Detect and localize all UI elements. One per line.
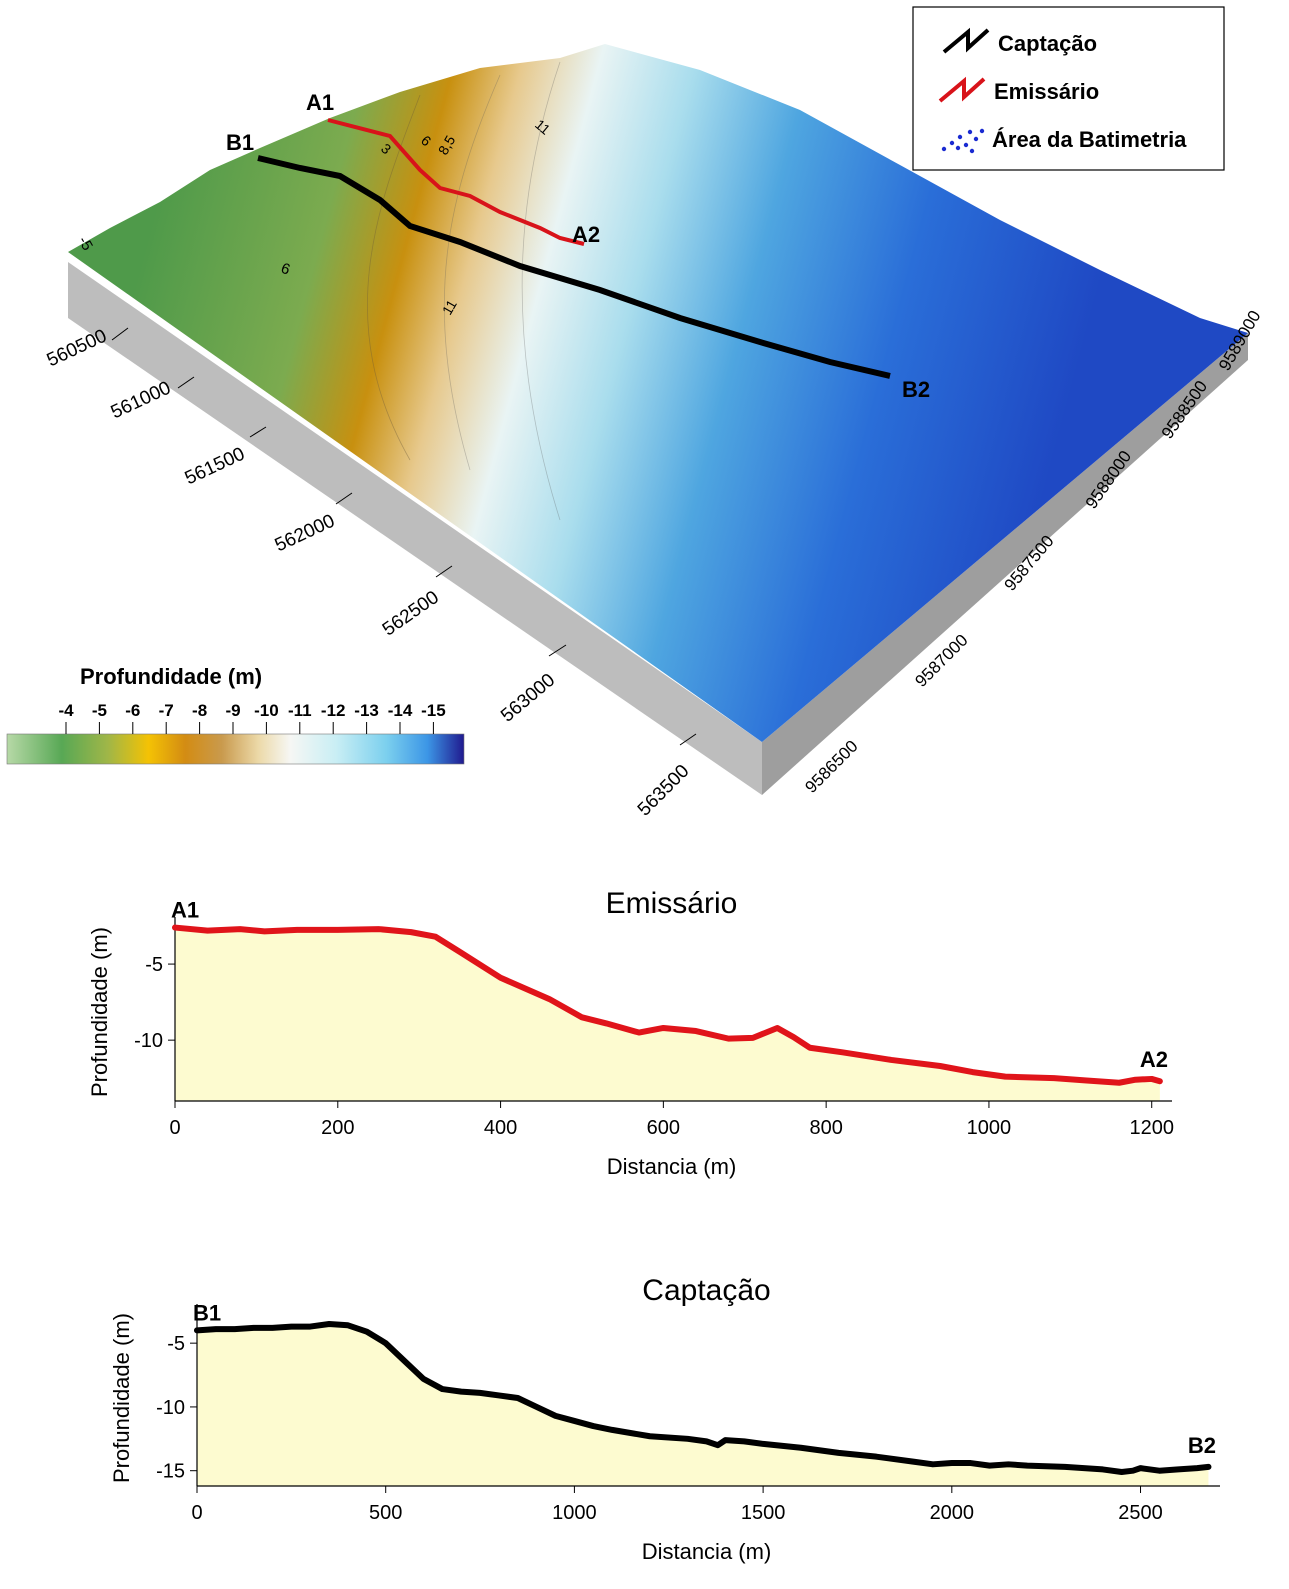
easting-tick: 562500 <box>379 587 443 641</box>
x-tick-label: 400 <box>484 1117 517 1139</box>
profile-line <box>172 924 1163 1086</box>
profile-end-label: B2 <box>1188 1433 1216 1458</box>
emissario-profile-chart: 0 200 400 600 800 1000 1200 -5 -10 Emissário Dista… <box>87 887 1174 1179</box>
captacao-line <box>257 155 891 379</box>
legend-label-bathymetry: Área da Batimetria <box>992 127 1187 152</box>
point-label-b2: B2 <box>902 377 930 402</box>
legend-label-emissario: Emissário <box>994 79 1099 104</box>
colorbar-tick-label: -4 <box>58 701 74 720</box>
x-tick-label: 200 <box>321 1117 354 1139</box>
x-tick-label: 1000 <box>967 1117 1012 1139</box>
x-tick-label: 0 <box>191 1502 202 1524</box>
colorbar-tick-label: -5 <box>92 701 107 720</box>
colorbar-tick-label: -10 <box>254 701 279 720</box>
bathymetry-3d-block: A1 B1 A2 B2 -5 6 3 6 8,5 11 11 <box>68 44 1248 795</box>
easting-tick: 563500 <box>634 761 694 821</box>
contour-label: 11 <box>439 297 460 318</box>
easting-tick: 563000 <box>497 670 559 727</box>
x-tick-label: 1500 <box>741 1502 786 1524</box>
profile-end-label: A2 <box>1140 1047 1168 1072</box>
profile-start-label: B1 <box>193 1300 221 1325</box>
x-axis-title: Distancia (m) <box>642 1539 772 1564</box>
y-axis-title: Profundidade (m) <box>87 927 112 1097</box>
y-tick-label: -5 <box>167 1333 185 1355</box>
profile-fill-area <box>197 1324 1209 1486</box>
y-tick-label: -5 <box>145 954 163 976</box>
x-tick-label: 1200 <box>1129 1117 1174 1139</box>
chart-title: Captação <box>642 1274 770 1307</box>
easting-tick: 561500 <box>182 443 248 489</box>
point-label-a1: A1 <box>306 90 334 115</box>
y-tick-label: -10 <box>134 1030 163 1052</box>
colorbar: Profundidade (m) -4 -5 -6 -7 -8 -9 -10 -11 -12 -1… <box>6 664 465 765</box>
block-side-face <box>68 262 762 795</box>
profile-line <box>194 1321 1212 1475</box>
y-axis-title: Profundidade (m) <box>109 1313 134 1483</box>
x-tick-label: 800 <box>809 1117 842 1139</box>
x-axis-title: Distancia (m) <box>607 1154 737 1179</box>
emissario-legend-icon <box>938 76 986 103</box>
x-tick-label: 2500 <box>1118 1502 1163 1524</box>
point-label-a2: A2 <box>572 222 600 247</box>
colorbar-tick-label: -12 <box>321 701 346 720</box>
colorbar-tick-label: -15 <box>421 701 446 720</box>
colorbar-tick-label: -9 <box>225 701 240 720</box>
colorbar-tick-label: -14 <box>388 701 413 720</box>
captacao-profile-chart: 0 500 1000 1500 2000 2500 -5 -10 -15 Captação Dist… <box>109 1274 1220 1564</box>
x-tick-label: 600 <box>647 1117 680 1139</box>
x-tick-label: 500 <box>369 1502 402 1524</box>
block-end-face <box>762 333 1248 795</box>
y-tick-label: -10 <box>156 1397 185 1419</box>
x-tick-label: 2000 <box>930 1502 975 1524</box>
colorbar-tick-label: -13 <box>354 701 379 720</box>
colorbar-title: Profundidade (m) <box>80 664 262 689</box>
colorbar-tick-label: -7 <box>159 701 174 720</box>
profile-fill-area <box>175 927 1160 1101</box>
colorbar-tick-label: -8 <box>192 701 207 720</box>
legend: Captação Emissário Área da Batimetria <box>912 6 1225 171</box>
easting-tick: 560500 <box>44 325 110 371</box>
chart-title: Emissário <box>606 887 738 920</box>
point-label-b1: B1 <box>226 130 254 155</box>
profile-start-label: A1 <box>171 898 199 923</box>
x-tick-label: 0 <box>169 1117 180 1139</box>
y-tick-label: -15 <box>156 1461 185 1483</box>
contour-line <box>367 94 421 461</box>
colorbar-ramp <box>6 733 465 765</box>
captacao-legend-icon <box>942 27 990 54</box>
contour-line <box>443 74 501 471</box>
colorbar-tick-label: -11 <box>288 701 312 720</box>
x-tick-label: 1000 <box>552 1502 597 1524</box>
bathymetry-area-legend-icon <box>941 128 985 154</box>
easting-tick: 561000 <box>108 377 174 423</box>
legend-label-captacao: Captação <box>998 31 1097 56</box>
emissario-line <box>327 118 585 246</box>
easting-tick: 562000 <box>272 510 338 556</box>
bathymetry-surface <box>68 44 1248 742</box>
colorbar-tick-label: -6 <box>125 701 140 720</box>
